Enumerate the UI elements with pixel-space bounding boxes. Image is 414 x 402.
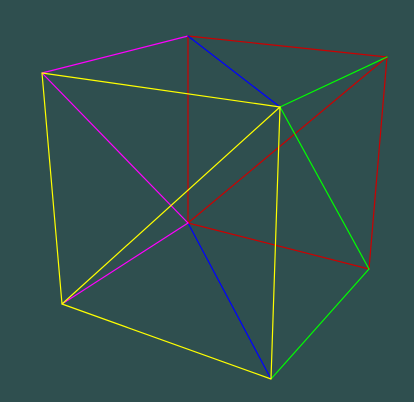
edge-top-diagonal-blue [187, 35, 281, 108]
edge-right-bottom-green [270, 268, 370, 380]
edge-front-left-yellow [41, 72, 63, 305]
edge-right-diagonal-green [279, 106, 370, 270]
edge-left-diagonal-magenta [41, 72, 189, 224]
edge-inner-diagonal-red [187, 56, 388, 224]
edge-front-top-yellow [41, 72, 281, 108]
edge-front-bottom-yellow [61, 303, 272, 380]
edge-back-bottom-red [187, 222, 370, 270]
edge-bottom-diagonal-magenta [61, 222, 189, 305]
edge-back-top-red [187, 35, 388, 58]
edge-back-right-vertical-red [368, 56, 388, 270]
edge-front-diagonal-yellow [61, 106, 281, 305]
edge-inner-diagonal-blue [187, 222, 272, 380]
edge-back-left-magenta [41, 35, 189, 74]
edge-right-top-green [279, 56, 388, 108]
edge-front-right-yellow [270, 106, 281, 380]
